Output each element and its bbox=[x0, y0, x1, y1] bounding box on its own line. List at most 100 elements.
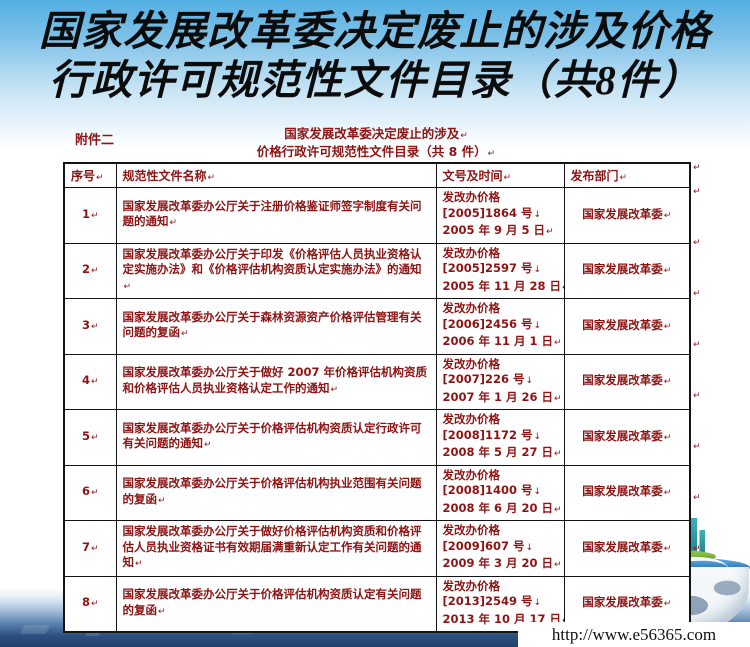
cell-number: 1↵ bbox=[63, 187, 117, 244]
cell-name: 国家发展改革委办公厅关于价格评估机构执业范围有关问题的复函↵ bbox=[115, 464, 437, 521]
document-header: 附件二 国家发展改革委决定废止的涉及↵ 价格行政许可规范性文件目录（共 8 件）… bbox=[63, 126, 689, 162]
table-row: 6↵ 国家发展改革委办公厅关于价格评估机构执业范围有关问题的复函↵ 发改办价格 … bbox=[63, 464, 691, 521]
paragraph-mark-icon: ↵ bbox=[487, 149, 496, 159]
cell-name: 国家发展改革委办公厅关于注册价格鉴证师签字制度有关问题的通知↵ bbox=[115, 187, 437, 244]
website-url-text[interactable]: http://www.e56365.com bbox=[551, 624, 717, 644]
watermark-shape bbox=[19, 625, 51, 634]
page-title-line1: 国家发展改革委决定废止的涉及价格 bbox=[39, 8, 711, 54]
col-header-dept: 发布部门↵ bbox=[563, 162, 691, 188]
table-row: 2↵ 国家发展改革委办公厅关于印发《价格评估人员执业资格认定实施办法》和《价格评… bbox=[63, 242, 691, 299]
cell-name: 国家发展改革委办公厅关于价格评估机构资质认定行政许可有关问题的通知↵ bbox=[115, 409, 437, 466]
paragraph-mark-icon: ↵ bbox=[90, 266, 99, 276]
cell-docno: 发改办价格 [2008]1400 号↓ 2008 年 6 月 20 日↵ bbox=[435, 464, 565, 521]
page-title: 国家发展改革委决定废止的涉及价格 行政许可规范性文件目录（共8件） bbox=[0, 7, 750, 105]
paragraph-mark-icon: ↵ bbox=[207, 173, 216, 183]
paragraph-mark-icon: ↵ bbox=[663, 266, 672, 276]
paragraph-mark-icon: ↵ bbox=[554, 560, 562, 570]
paragraph-mark-icon: ↵ bbox=[554, 338, 562, 348]
paragraph-mark-icon: ↵ bbox=[562, 283, 563, 293]
line-break-mark-icon: ↓ bbox=[525, 542, 534, 553]
cell-docno: 发改办价格 [2005]2597 号↓ 2005 年 11 月 28 日↵ bbox=[435, 242, 565, 299]
cell-dept: 国家发展改革委↵ bbox=[563, 242, 691, 299]
building-icon bbox=[699, 530, 705, 558]
website-url[interactable]: http://www.e56365.com bbox=[518, 622, 750, 647]
cell-dept: 国家发展改革委↵ bbox=[563, 298, 691, 355]
paragraph-mark-icon: ↵ bbox=[562, 616, 563, 626]
document-title-line1: 国家发展改革委决定废止的涉及 bbox=[284, 126, 460, 141]
row-end-marks: ↵ ↵ ↵ ↵ ↵ ↵ ↵ ↵ ↵ bbox=[693, 163, 701, 554]
paragraph-mark-icon: ↵ bbox=[96, 173, 104, 183]
cell-name: 国家发展改革委办公厅关于价格评估机构资质认定有关问题的复函↵ bbox=[115, 575, 437, 633]
paragraph-mark-icon: ↵ bbox=[169, 218, 178, 229]
table-row: 4↵ 国家发展改革委办公厅关于做好 2007 年价格评估机构资质和价格评估人员执… bbox=[63, 353, 691, 410]
cell-number: 6↵ bbox=[63, 464, 117, 521]
attachment-label: 附件二 bbox=[75, 133, 115, 148]
cell-docno: 发改办价格 [2006]2456 号↓ 2006 年 11 月 1 日↵ bbox=[435, 298, 565, 355]
cell-dept: 国家发展改革委↵ bbox=[563, 187, 691, 244]
paragraph-mark-icon: ↵ bbox=[663, 432, 672, 443]
paragraph-mark-icon: ↵ bbox=[181, 329, 189, 340]
paragraph-mark-icon: ↵ bbox=[204, 440, 212, 451]
cell-number: 4↵ bbox=[63, 353, 117, 410]
line-break-mark-icon: ↓ bbox=[533, 265, 542, 275]
paragraph-mark-icon: ↵ bbox=[554, 504, 562, 515]
document-area: 附件二 国家发展改革委决定废止的涉及↵ 价格行政许可规范性文件目录（共 8 件）… bbox=[63, 126, 691, 633]
line-break-mark-icon: ↓ bbox=[533, 320, 542, 331]
col-header-number: 序号↵ bbox=[63, 162, 117, 188]
paragraph-mark-icon: ↵ bbox=[330, 384, 339, 395]
cell-dept: 国家发展改革委↵ bbox=[563, 409, 691, 466]
paragraph-mark-icon: ↵ bbox=[663, 321, 672, 332]
paragraph-mark-icon: ↵ bbox=[90, 599, 99, 609]
cell-docno: 发改办价格 [2009]607 号↓ 2009 年 3 月 20 日↵ bbox=[435, 520, 565, 577]
paragraph-mark-icon: ↵ bbox=[619, 173, 628, 183]
table-row: 5↵ 国家发展改革委办公厅关于价格评估机构资质认定行政许可有关问题的通知↵ 发改… bbox=[63, 409, 691, 466]
cell-dept: 国家发展改革委↵ bbox=[563, 353, 691, 410]
cell-name: 国家发展改革委办公厅关于做好价格评估机构资质和价格评估人员执业资格证书有效期届满… bbox=[115, 520, 437, 577]
cell-number: 5↵ bbox=[63, 409, 117, 466]
paragraph-mark-icon: ↵ bbox=[90, 210, 99, 221]
cell-docno: 发改办价格 [2008]1172 号↓ 2008 年 5 月 27 日↵ bbox=[435, 409, 565, 466]
paragraph-mark-icon: ↵ bbox=[158, 606, 166, 617]
table-header-row: 序号↵ 规范性文件名称↵ 文号及时间↵ 发布部门↵ bbox=[63, 162, 691, 188]
paragraph-mark-icon: ↵ bbox=[663, 210, 672, 221]
page-title-line2: 行政许可规范性文件目录（共8件） bbox=[49, 57, 701, 103]
paragraph-mark-icon: ↵ bbox=[663, 377, 672, 387]
cell-docno: 发改办价格 [2005]1864 号↓ 2005 年 9 月 5 日↵ bbox=[435, 187, 565, 244]
paragraph-mark-icon: ↵ bbox=[554, 393, 562, 404]
paragraph-mark-icon: ↵ bbox=[123, 281, 132, 292]
line-break-mark-icon: ↓ bbox=[533, 598, 542, 608]
line-break-mark-icon: ↓ bbox=[525, 376, 534, 386]
col-header-name: 规范性文件名称↵ bbox=[115, 162, 437, 188]
cell-name: 国家发展改革委办公厅关于印发《价格评估人员执业资格认定实施办法》和《价格评估机构… bbox=[115, 242, 437, 299]
cell-name: 国家发展改革委办公厅关于森林资源资产价格评估管理有关问题的复函↵ bbox=[115, 298, 437, 355]
cell-number: 8↵ bbox=[63, 575, 117, 633]
paragraph-mark-icon: ↵ bbox=[546, 227, 554, 237]
cell-docno: 发改办价格 [2007]226 号↓ 2007 年 1 月 26 日↵ bbox=[435, 353, 565, 410]
paragraph-mark-icon: ↵ bbox=[135, 559, 143, 569]
paragraph-mark-icon: ↵ bbox=[460, 131, 468, 141]
paragraph-mark-icon: ↵ bbox=[158, 495, 166, 506]
paragraph-mark-icon: ↵ bbox=[663, 599, 672, 609]
cell-number: 2↵ bbox=[63, 242, 117, 299]
documents-table: 序号↵ 规范性文件名称↵ 文号及时间↵ 发布部门↵ 1↵ 国家发展改革委办公厅关… bbox=[63, 162, 691, 633]
line-break-mark-icon: ↓ bbox=[533, 487, 542, 497]
table-row: 7↵ 国家发展改革委办公厅关于做好价格评估机构资质和价格评估人员执业资格证书有效… bbox=[63, 520, 691, 577]
building-icon bbox=[688, 518, 697, 558]
cell-name: 国家发展改革委办公厅关于做好 2007 年价格评估机构资质和价格评估人员执业资格… bbox=[115, 353, 437, 410]
table-row: 3↵ 国家发展改革委办公厅关于森林资源资产价格评估管理有关问题的复函↵ 发改办价… bbox=[63, 298, 691, 355]
cell-dept: 国家发展改革委↵ bbox=[563, 520, 691, 577]
cell-number: 3↵ bbox=[63, 298, 117, 355]
paragraph-mark-icon: ↵ bbox=[90, 432, 99, 443]
paragraph-mark-icon: ↵ bbox=[503, 173, 512, 183]
document-title: 国家发展改革委决定废止的涉及↵ 价格行政许可规范性文件目录（共 8 件）↵ bbox=[63, 126, 689, 162]
paragraph-mark-icon: ↵ bbox=[90, 488, 99, 498]
line-break-mark-icon: ↓ bbox=[533, 209, 542, 220]
paragraph-mark-icon: ↵ bbox=[554, 449, 562, 459]
paragraph-mark-icon: ↵ bbox=[90, 321, 99, 332]
paragraph-mark-icon: ↵ bbox=[90, 377, 99, 387]
paragraph-mark-icon: ↵ bbox=[90, 543, 99, 554]
cell-dept: 国家发展改革委↵ bbox=[563, 464, 691, 521]
cell-number: 7↵ bbox=[63, 520, 117, 577]
document-title-line2: 价格行政许可规范性文件目录（共 8 件） bbox=[256, 144, 487, 159]
